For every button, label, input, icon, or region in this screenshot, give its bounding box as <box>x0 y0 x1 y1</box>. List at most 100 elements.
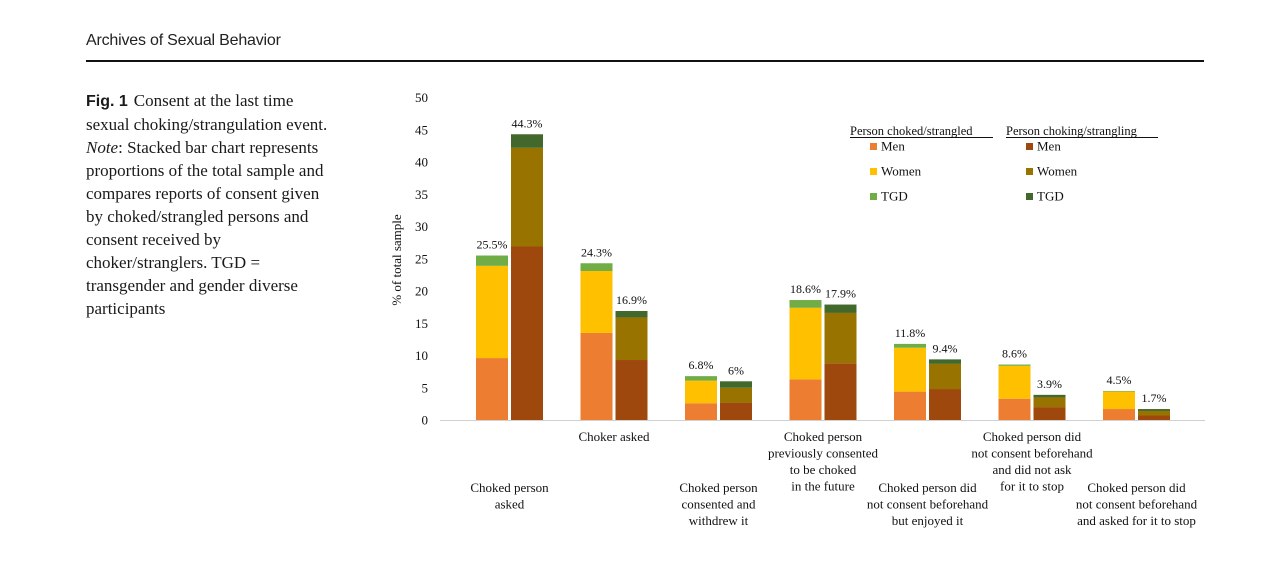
header-rule <box>86 60 1204 62</box>
category-label: Choked person <box>784 429 863 444</box>
y-tick-label: 5 <box>422 380 429 395</box>
bar-segment-choked-tgd <box>476 255 508 266</box>
y-tick-label: 25 <box>415 251 428 266</box>
y-axis-label: % of total sample <box>389 214 404 306</box>
bar-segment-choked-tgd <box>1103 390 1135 392</box>
bar-segment-choking-women <box>615 317 648 361</box>
bar-total-label: 4.5% <box>1107 373 1132 387</box>
bar-segment-choked-men <box>998 398 1031 420</box>
y-tick-label: 30 <box>415 219 428 234</box>
category-label: previously consented <box>768 446 879 461</box>
y-tick-label: 10 <box>415 348 428 363</box>
bar-total-label: 16.9% <box>616 293 647 307</box>
category-label: withdrew it <box>689 513 749 528</box>
bar-segment-choking-women <box>511 147 543 247</box>
bar-segment-choking-tgd <box>615 310 648 318</box>
bar-segment-choked-men <box>580 332 613 420</box>
legend-title: Person choked/strangled <box>850 124 973 138</box>
legend-item-label: Women <box>1037 164 1078 179</box>
bar-segment-choking-women <box>720 387 752 403</box>
y-tick-label: 0 <box>422 413 429 428</box>
caption-note-label: Note <box>86 138 119 157</box>
bar-segment-choking-men <box>720 402 752 420</box>
category-label: not consent beforehand <box>867 497 989 512</box>
y-tick-label: 50 <box>415 90 428 105</box>
category-label: Choked person did <box>983 429 1082 444</box>
category-label: not consent beforehand <box>971 446 1093 461</box>
category-label: consented and <box>681 497 756 512</box>
legend-swatch <box>1026 168 1033 175</box>
category-label: and did not ask <box>992 462 1072 477</box>
legend-swatch <box>1026 193 1033 200</box>
bar-segment-choking-tgd <box>720 381 752 388</box>
bar-total-label: 17.9% <box>825 287 856 301</box>
bar-total-label: 18.6% <box>790 282 821 296</box>
caption-text: Consent at the last time sexual choking/… <box>86 91 328 134</box>
y-tick-label: 35 <box>415 187 428 202</box>
bar-segment-choking-tgd <box>929 359 961 364</box>
legend-item-label: Women <box>881 164 922 179</box>
bar-segment-choking-men <box>511 246 543 420</box>
bar-segment-choked-women <box>1103 391 1135 410</box>
category-label: and asked for it to stop <box>1077 513 1196 528</box>
caption-note-text: : Stacked bar chart represents proportio… <box>86 138 324 318</box>
figure-caption: Fig. 1 Consent at the last time sexual ch… <box>86 89 338 320</box>
bar-segment-choked-women <box>685 380 717 404</box>
bar-total-label: 9.4% <box>933 341 958 355</box>
category-label: to be choked <box>790 462 857 477</box>
legend-item-label: Men <box>1037 139 1061 154</box>
bar-segment-choking-men <box>929 389 961 420</box>
bar-total-label: 8.6% <box>1002 347 1027 361</box>
bar-segment-choked-men <box>894 391 926 420</box>
bar-segment-choked-men <box>1103 409 1135 420</box>
bar-segment-choking-men <box>1033 407 1066 420</box>
category-label: Choker asked <box>578 429 650 444</box>
bar-segment-choked-tgd <box>789 300 822 308</box>
legend-item-label: Men <box>881 139 905 154</box>
bar-total-label: 3.9% <box>1037 377 1062 391</box>
bar-segment-choked-women <box>894 347 926 392</box>
bar-segment-choked-women <box>476 265 508 359</box>
category-label: in the future <box>791 479 855 494</box>
legend-item-label: TGD <box>1037 189 1064 204</box>
category-label: Choked person did <box>1087 480 1186 495</box>
bar-segment-choked-tgd <box>894 343 926 348</box>
bar-segment-choked-women <box>580 271 613 333</box>
category-label: Choked person <box>679 480 758 495</box>
y-tick-label: 20 <box>415 284 428 299</box>
category-label: asked <box>495 497 525 512</box>
bar-segment-choking-women <box>824 312 857 364</box>
bar-segment-choking-men <box>615 360 648 420</box>
figure-label: Fig. 1 <box>86 93 128 110</box>
category-label: but enjoyed it <box>892 513 964 528</box>
legend-swatch <box>870 143 877 150</box>
bar-segment-choking-women <box>1138 410 1170 416</box>
category-label: Choked person did <box>878 480 977 495</box>
bar-segment-choked-men <box>685 403 717 420</box>
legend-title: Person choking/strangling <box>1006 124 1138 138</box>
y-tick-label: 45 <box>415 122 428 137</box>
bar-total-label: 6.8% <box>689 358 714 372</box>
bar-segment-choking-tgd <box>1033 394 1066 398</box>
bar-total-label: 6% <box>728 363 744 377</box>
bar-total-label: 11.8% <box>895 326 926 340</box>
bar-segment-choked-tgd <box>998 364 1031 366</box>
category-label: Choked person <box>470 480 549 495</box>
legend-swatch <box>1026 143 1033 150</box>
bar-segment-choked-tgd <box>685 376 717 381</box>
y-tick-label: 15 <box>415 316 428 331</box>
bar-segment-choking-men <box>824 363 857 420</box>
bar-segment-choking-tgd <box>511 134 543 148</box>
bar-segment-choked-women <box>998 365 1031 399</box>
journal-title: Archives of Sexual Behavior <box>86 32 281 49</box>
bar-segment-choked-men <box>789 379 822 420</box>
legend-swatch <box>870 193 877 200</box>
bar-segment-choking-tgd <box>824 304 857 313</box>
category-label: not consent beforehand <box>1076 497 1198 512</box>
bar-segment-choked-women <box>789 307 822 380</box>
bar-total-label: 25.5% <box>477 238 508 252</box>
bar-segment-choking-women <box>1033 397 1066 408</box>
bar-segment-choking-men <box>1138 415 1170 420</box>
bar-segment-choked-tgd <box>580 263 613 272</box>
